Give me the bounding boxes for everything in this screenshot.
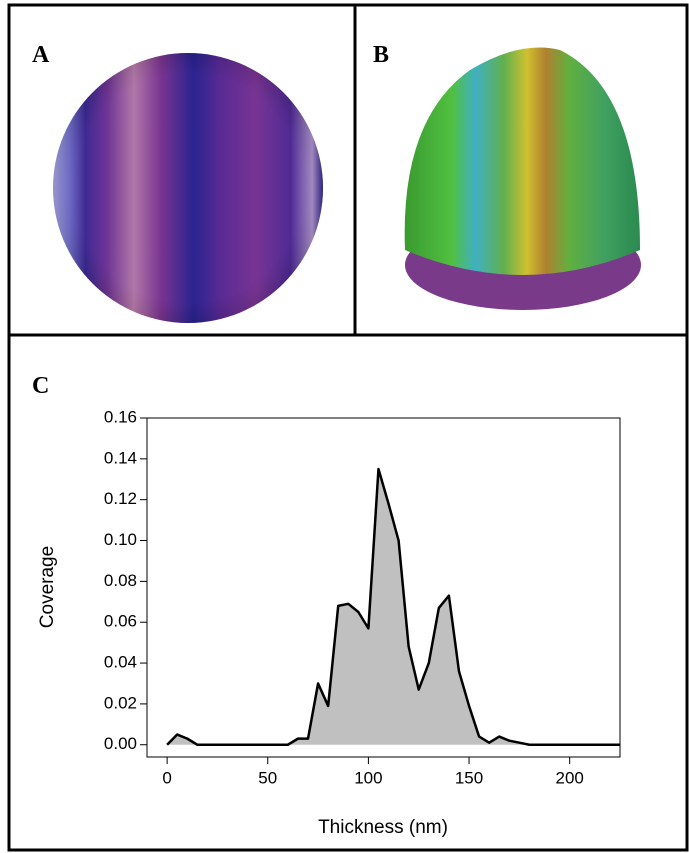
y-tick-label: 0.02 — [104, 693, 137, 712]
panel-label: B — [373, 42, 389, 68]
y-tick-label: 0.00 — [104, 734, 137, 753]
area — [167, 469, 620, 745]
image-a — [53, 53, 323, 323]
y-tick-label: 0.12 — [104, 489, 137, 508]
line — [166, 467, 620, 746]
y-tick-label: 0.16 — [104, 407, 137, 426]
x-tick-label: 200 — [555, 768, 583, 787]
x-tick-label: 0 — [162, 768, 171, 787]
y-tick-label: 0.10 — [104, 530, 137, 549]
plot-frame — [146, 417, 621, 758]
panel-label: C — [32, 373, 49, 399]
x-tick-label: 50 — [258, 768, 277, 787]
y-axis-label: Coverage — [37, 546, 58, 628]
y-tick-label: 0.08 — [104, 571, 137, 590]
x-tick-label: 100 — [354, 768, 382, 787]
y-tick-label: 0.06 — [104, 612, 137, 631]
frame — [7, 3, 689, 852]
x-tick-label: 150 — [455, 768, 483, 787]
y-tick-label: 0.14 — [104, 448, 137, 467]
image-b — [404, 47, 641, 310]
x-axis-label: Thickness (nm) — [318, 817, 448, 838]
y-tick-label: 0.04 — [104, 653, 137, 672]
panel-label: A — [32, 42, 50, 68]
